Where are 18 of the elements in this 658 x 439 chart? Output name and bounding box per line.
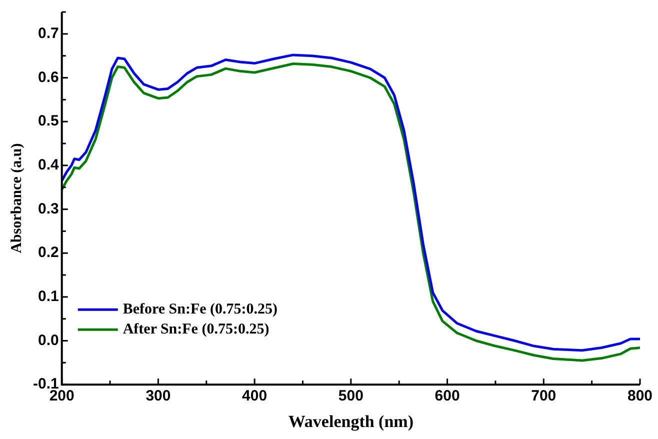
x-tick-label: 700 [531,388,556,405]
x-tick-label: 500 [338,388,364,405]
x-tick-label: 300 [146,388,171,405]
legend-label: After Sn:Fe (0.75:0.25) [122,321,270,338]
x-tick-label: 400 [242,388,268,405]
legend-label: Before Sn:Fe (0.75:0.25) [122,301,278,318]
x-axis-title: Wavelength (nm) [288,412,414,432]
y-tick-label: 0.2 [38,244,59,262]
x-tick-label: 600 [434,388,460,405]
y-tick-label: 0.6 [38,68,59,86]
y-tick-label: 0.1 [38,288,59,306]
y-tick-label: 0.0 [38,332,59,349]
x-tick-label: 800 [627,388,653,405]
y-axis-title: Absorbance (a.u) [8,143,25,254]
y-tick-label: 0.3 [38,200,59,218]
y-tick-label: 0.7 [38,25,59,42]
y-tick-label: 0.4 [38,156,60,174]
y-tick-label: 0.5 [38,112,59,130]
